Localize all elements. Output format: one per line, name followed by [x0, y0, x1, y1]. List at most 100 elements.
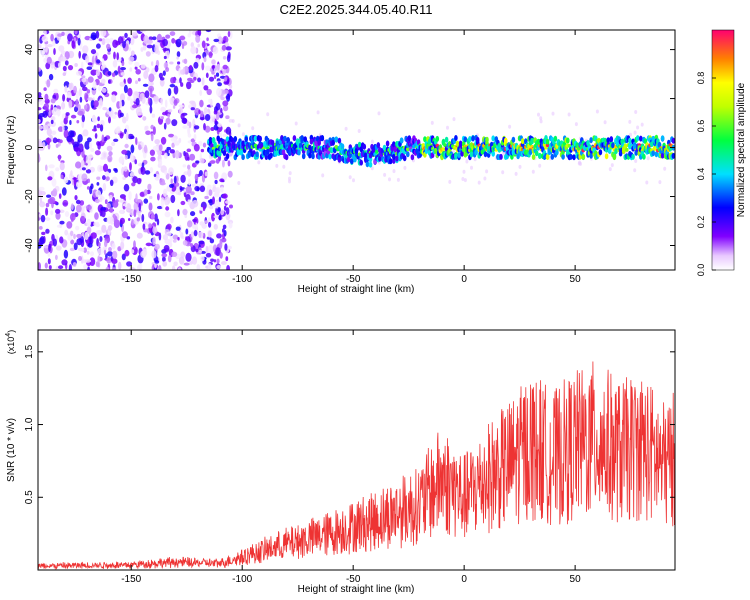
- heatmap-cell: [134, 61, 140, 67]
- heatmap-cell: [58, 45, 65, 52]
- heatmap-cell: [108, 247, 112, 252]
- heatmap-cell: [126, 261, 133, 267]
- heatmap-cell: [118, 261, 122, 270]
- heatmap-cell: [56, 108, 61, 117]
- heatmap-cell: [137, 77, 141, 82]
- heatmap-cell: [197, 77, 202, 83]
- heatmap-cell: [491, 150, 496, 157]
- heatmap-cell: [75, 70, 83, 76]
- heatmap-cell: [508, 124, 512, 129]
- heatmap-cell: [188, 30, 192, 36]
- heatmap-cell: [62, 94, 66, 102]
- heatmap-cell: [194, 173, 199, 182]
- heatmap-cell: [142, 116, 147, 121]
- heatmap-cell: [136, 232, 143, 239]
- heatmap-cell: [45, 217, 51, 221]
- heatmap-cell: [126, 112, 129, 122]
- heatmap-cell: [140, 64, 146, 69]
- heatmap-cell: [192, 218, 198, 223]
- heatmap-cell: [193, 125, 200, 130]
- heatmap-cell: [205, 30, 212, 33]
- heatmap-cell: [149, 195, 153, 200]
- heatmap-cell: [195, 248, 199, 253]
- heatmap-cell: [66, 91, 72, 99]
- heatmap-cell: [555, 149, 559, 156]
- heatmap-cell: [126, 203, 132, 212]
- heatmap-cell: [195, 222, 198, 230]
- heatmap-cell: [377, 111, 381, 116]
- heatmap-cell: [82, 45, 89, 54]
- heatmap-cell: [424, 148, 429, 154]
- heatmap-cell: [154, 44, 159, 54]
- heatmap-cell: [96, 176, 101, 180]
- heatmap-cell: [71, 138, 75, 145]
- heatmap-cell: [334, 136, 339, 143]
- heatmap-cell: [104, 199, 108, 205]
- heatmap-cell: [328, 153, 332, 160]
- heatmap-cell: [572, 154, 576, 161]
- heatmap-cell: [164, 211, 171, 218]
- heatmap-cell: [170, 194, 176, 204]
- heatmap-cell: [111, 258, 118, 265]
- heatmap-cell: [172, 234, 179, 240]
- heatmap-cell: [635, 135, 640, 142]
- heatmap-cell: [216, 258, 220, 264]
- heatmap-cell: [81, 167, 86, 171]
- heatmap-cell: [93, 222, 97, 226]
- heatmap-cell: [223, 205, 227, 211]
- heatmap-cell: [44, 262, 48, 269]
- heatmap-cell: [55, 208, 61, 214]
- heatmap-cell: [113, 51, 116, 60]
- heatmap-cell: [45, 164, 48, 172]
- heatmap-cell: [612, 153, 617, 160]
- heatmap-cell: [41, 231, 46, 236]
- heatmap-cell: [392, 169, 396, 174]
- heatmap-cell: [213, 223, 218, 230]
- heatmap-cell: [516, 153, 520, 160]
- heatmap-cell: [133, 202, 138, 212]
- spectrogram-x-label: Height of straight line (km): [298, 284, 415, 295]
- heatmap-cell: [45, 207, 49, 216]
- heatmap-cell: [45, 202, 50, 208]
- heatmap-cell: [97, 255, 101, 263]
- heatmap-cell: [86, 204, 92, 211]
- heatmap-cell: [105, 253, 108, 260]
- heatmap-cell: [199, 89, 203, 96]
- heatmap-cell: [173, 175, 177, 184]
- heatmap-cell: [198, 140, 203, 146]
- heatmap-cell: [77, 134, 83, 143]
- heatmap-cell: [84, 259, 92, 263]
- heatmap-cell: [48, 110, 51, 117]
- heatmap-cell: [77, 110, 84, 116]
- heatmap-cell: [158, 144, 163, 152]
- heatmap-cell: [340, 143, 345, 150]
- heatmap-cell: [359, 159, 364, 166]
- heatmap-cell: [251, 126, 255, 131]
- heatmap-cell: [133, 209, 137, 218]
- heatmap-cell: [152, 226, 158, 234]
- heatmap-cell: [598, 149, 603, 156]
- snr-y-ticks: 0.5 1.0 1.5: [24, 344, 675, 504]
- heatmap-cell: [183, 58, 188, 64]
- heatmap-cell: [628, 137, 632, 144]
- heatmap-cell: [101, 38, 106, 45]
- heatmap-cell: [253, 135, 258, 142]
- heatmap-cell: [239, 149, 244, 156]
- heatmap-cell: [393, 146, 398, 153]
- heatmap-cell: [164, 170, 168, 175]
- heatmap-cell: [227, 170, 233, 178]
- heatmap-cell: [97, 248, 104, 255]
- heatmap-cell: [128, 218, 131, 221]
- heatmap-cell: [140, 166, 144, 172]
- heatmap-cell: [88, 142, 93, 149]
- heatmap-cell: [211, 65, 216, 69]
- heatmap-cell: [80, 61, 84, 70]
- heatmap-cell: [159, 182, 166, 186]
- heatmap-cell: [61, 187, 67, 196]
- x-tick-label: -150: [121, 574, 141, 585]
- heatmap-cell: [84, 155, 92, 164]
- heatmap-cell: [539, 119, 543, 124]
- heatmap-cell: [74, 30, 78, 35]
- heatmap-cell: [188, 178, 191, 186]
- heatmap-cell: [64, 229, 69, 236]
